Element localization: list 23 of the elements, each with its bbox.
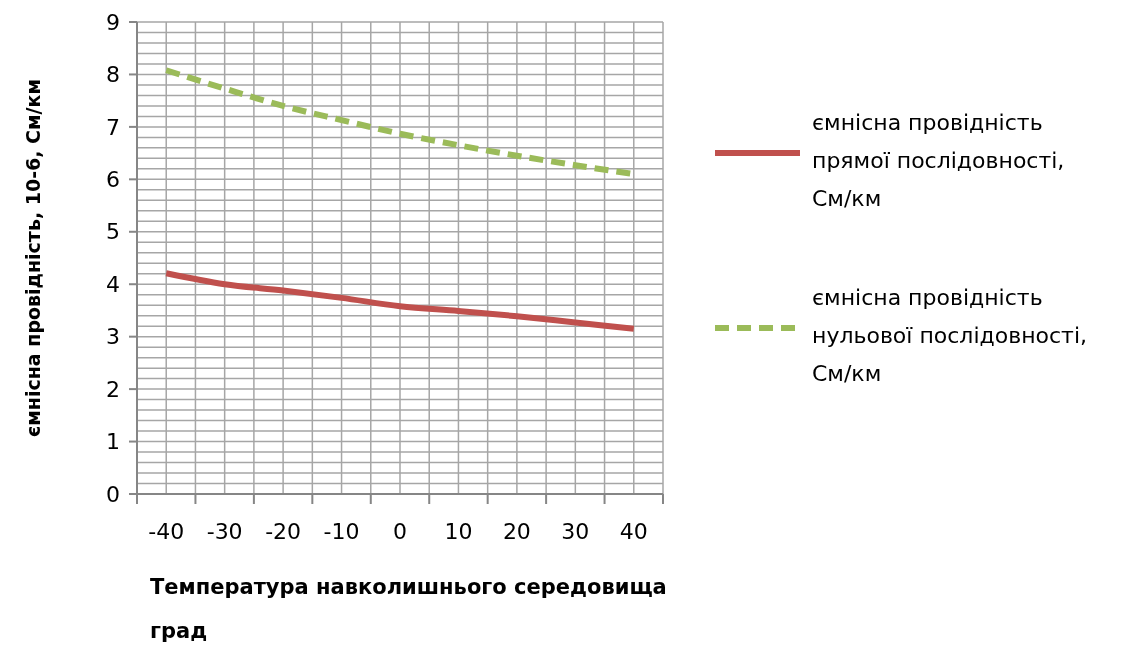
x-axis-title: Температура навколишнього середовища град (150, 575, 667, 643)
x-tick-label: 40 (619, 519, 648, 544)
y-tick-label: 7 (106, 114, 120, 140)
y-tick-label: 9 (106, 9, 120, 35)
y-tick-label: 3 (106, 324, 120, 350)
x-tick-label: 10 (444, 519, 473, 544)
x-tick-label: 20 (502, 519, 531, 544)
x-tick-label: -20 (265, 519, 302, 544)
y-tick-label: 0 (106, 481, 120, 507)
y-tick-label: 8 (106, 62, 120, 88)
y-axis-title: ємнісна провідність, 10-6, См/км (22, 79, 44, 437)
legend-label: ємнісна провідність нульової послідовності, См/км (812, 285, 1088, 386)
x-tick-label: 0 (393, 519, 407, 544)
legend-label: ємнісна провідність прямої послідовності, См/км (812, 110, 1065, 211)
x-tick-label: -10 (323, 519, 360, 544)
y-tick-label: 4 (106, 271, 120, 297)
y-tick-label: 6 (106, 167, 120, 193)
y-tick-label: 5 (106, 219, 120, 245)
x-tick-label: -40 (148, 519, 185, 544)
x-tick-label: -30 (206, 519, 243, 544)
y-tick-label: 1 (106, 429, 120, 455)
x-tick-label: 30 (561, 519, 590, 544)
y-tick-label: 2 (106, 376, 120, 402)
